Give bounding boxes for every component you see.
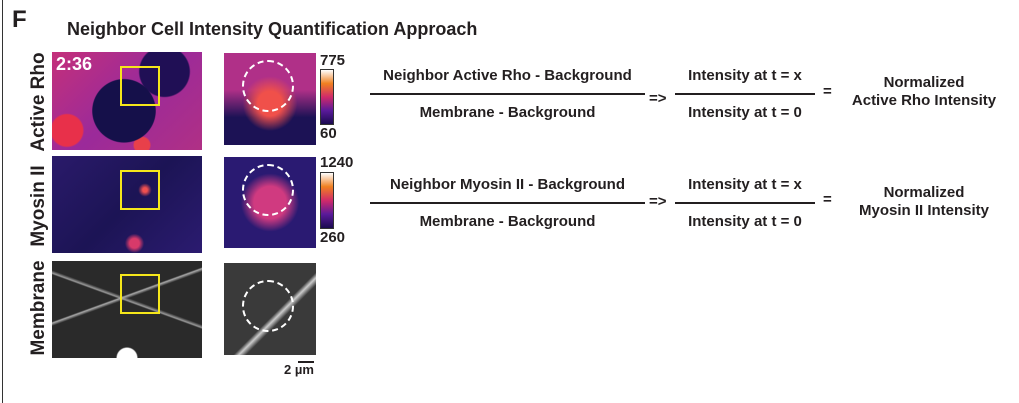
membrane-zoom-image — [224, 263, 316, 355]
row-label-myosin: Myosin II — [28, 165, 49, 247]
eq2-result-line1: Normalized — [883, 184, 965, 201]
active-rho-image: 2:36 — [52, 52, 202, 150]
eq1-equals: = — [823, 83, 832, 100]
eq2-equals: = — [823, 191, 832, 208]
fraction-line — [370, 202, 645, 204]
roi-box — [120, 274, 160, 314]
row-label-active-rho: Active Rho — [28, 52, 49, 152]
colorbar-max: 775 — [320, 52, 346, 69]
eq1-ratio-numerator: Intensity at t = x — [688, 67, 802, 84]
eq1-arrow: => — [649, 90, 667, 107]
fraction-line — [370, 93, 645, 95]
eq2-arrow: => — [649, 193, 667, 210]
roi-box — [120, 170, 160, 210]
scale-bar-label: 2 µm — [284, 362, 314, 377]
eq1-ratio-denominator: Intensity at t = 0 — [688, 104, 802, 121]
eq2-denominator: Membrane - Background — [419, 213, 596, 230]
scale-bar — [298, 361, 314, 363]
eq2-ratio-numerator: Intensity at t = x — [688, 176, 802, 193]
neighbor-roi-circle — [242, 60, 294, 112]
colorbar-min: 60 — [320, 125, 337, 142]
eq2-result-line2: Myosin II Intensity — [858, 202, 990, 219]
colorbar-min: 260 — [320, 229, 346, 246]
eq1-denominator: Membrane - Background — [419, 104, 596, 121]
colorbar — [320, 172, 334, 229]
timestamp: 2:36 — [56, 54, 93, 74]
fraction-line — [675, 93, 815, 95]
active-rho-zoom-image — [224, 53, 316, 145]
roi-box — [120, 66, 160, 106]
eq2-numerator: Neighbor Myosin II - Background — [389, 176, 625, 193]
panel-label: F — [12, 6, 27, 33]
eq1-numerator: Neighbor Active Rho - Background — [383, 67, 632, 84]
fraction-line — [675, 202, 815, 204]
neighbor-roi-circle — [242, 280, 294, 332]
figure-title: Neighbor Cell Intensity Quantification A… — [67, 19, 478, 39]
membrane-image — [52, 261, 202, 358]
colorbar-max: 1240 — [320, 154, 354, 171]
myosin-zoom-image — [224, 157, 316, 248]
row-label-membrane: Membrane — [28, 260, 49, 356]
eq1-result-line2: Active Rho Intensity — [851, 92, 997, 109]
myosin-image — [52, 156, 202, 253]
eq2-ratio-denominator: Intensity at t = 0 — [688, 213, 802, 230]
colorbar — [320, 69, 334, 125]
neighbor-roi-circle — [242, 164, 294, 216]
left-border — [2, 0, 3, 403]
eq1-result-line1: Normalized — [883, 74, 965, 91]
